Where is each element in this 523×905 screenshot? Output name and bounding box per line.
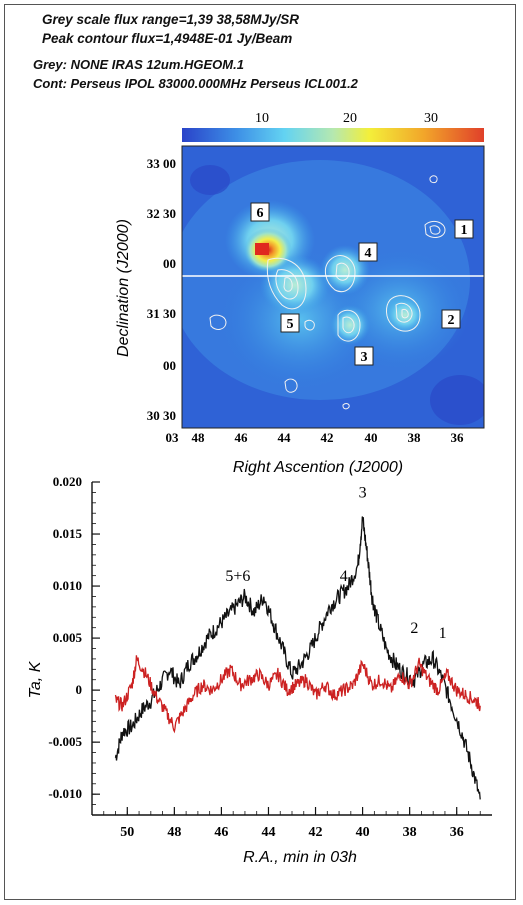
header-line-4: Cont: Perseus IPOL 83000.000MHz Perseus …: [33, 76, 358, 91]
header-line-3: Grey: NONE IRAS 12um.HGEOM.1: [33, 57, 244, 72]
y-tick-label: 0.020: [53, 474, 82, 489]
source-label-3: 3: [354, 346, 374, 366]
figure-frame: [4, 4, 516, 900]
source-label-2: 2: [441, 309, 461, 329]
x-tick-label: 48: [167, 825, 181, 840]
y-tick-label: 0.010: [53, 578, 82, 593]
colorbar-tick: 30: [424, 111, 438, 126]
y-tick-label: 0.015: [53, 526, 83, 541]
map-x-tick: 44: [278, 430, 292, 445]
map-x-hour: 03: [166, 430, 180, 445]
ta-line-chart: 0.020 0.015 0.010 0.005 0 -0.005 -0.010 50 48 46 4…: [27, 474, 492, 866]
map-y-tick: 00: [163, 358, 176, 373]
colorbar-tick: 20: [343, 111, 357, 126]
sky-map-chart: 10 20 30: [115, 111, 485, 476]
y-tick-label: 0.005: [53, 630, 83, 645]
source-label-text: 2: [448, 313, 455, 328]
source-label-text: 1: [461, 223, 468, 238]
map-y-tick: 32 30: [147, 206, 176, 221]
peak-annotation: 1: [439, 625, 447, 642]
source-label-4: 4: [358, 242, 378, 262]
line-chart-ylabel: Ta, K: [27, 660, 44, 698]
header-line-2: Peak contour flux=1,4948E-01 Jy/Beam: [42, 31, 293, 46]
x-tick-label: 40: [356, 825, 370, 840]
x-tick-label: 44: [261, 825, 275, 840]
colorbar-tick: 10: [255, 111, 269, 126]
map-x-tick: 36: [451, 430, 465, 445]
source-label-text: 4: [365, 246, 372, 261]
y-tick-label: 0: [76, 682, 83, 697]
x-tick-label: 46: [214, 825, 228, 840]
map-x-tick: 38: [408, 430, 422, 445]
source-label-6: 6: [250, 202, 270, 222]
x-tick-label: 36: [450, 825, 464, 840]
peak-annotation: 3: [359, 485, 367, 502]
source-label-1: 1: [454, 219, 474, 239]
colorbar: [182, 128, 484, 142]
x-tick-label: 38: [403, 825, 417, 840]
map-image: [182, 146, 484, 428]
source-label-text: 5: [287, 317, 294, 332]
y-tick-label: -0.010: [48, 786, 82, 801]
map-y-tick: 00: [163, 256, 176, 271]
map-xlabel: Right Ascention (J2000): [233, 459, 403, 476]
source-label-5: 5: [280, 313, 300, 333]
series-line-red: [114, 655, 481, 734]
map-y-tick: 33 00: [147, 156, 176, 171]
map-y-tick: 31 30: [147, 306, 176, 321]
map-x-tick: 46: [235, 430, 249, 445]
x-tick-label: 42: [309, 825, 323, 840]
peak-annotation: 4: [340, 568, 348, 585]
y-tick-label: -0.005: [48, 734, 82, 749]
source-label-text: 6: [257, 206, 264, 221]
map-x-tick: 42: [321, 430, 334, 445]
header-line-1: Grey scale flux range=1,39 38,58MJy/SR: [42, 12, 300, 27]
line-chart-xlabel: R.A., min in 03h: [243, 849, 357, 866]
map-x-tick: 48: [192, 430, 206, 445]
series-line-black: [114, 516, 481, 800]
map-y-tick: 30 30: [147, 408, 176, 423]
peak-annotation: 2: [410, 620, 418, 637]
peak-annotation: 5+6: [225, 568, 250, 585]
map-ylabel: Declination (J2000): [115, 219, 132, 357]
x-tick-label: 50: [120, 825, 134, 840]
source-label-text: 3: [361, 350, 368, 365]
map-x-tick: 40: [365, 430, 378, 445]
